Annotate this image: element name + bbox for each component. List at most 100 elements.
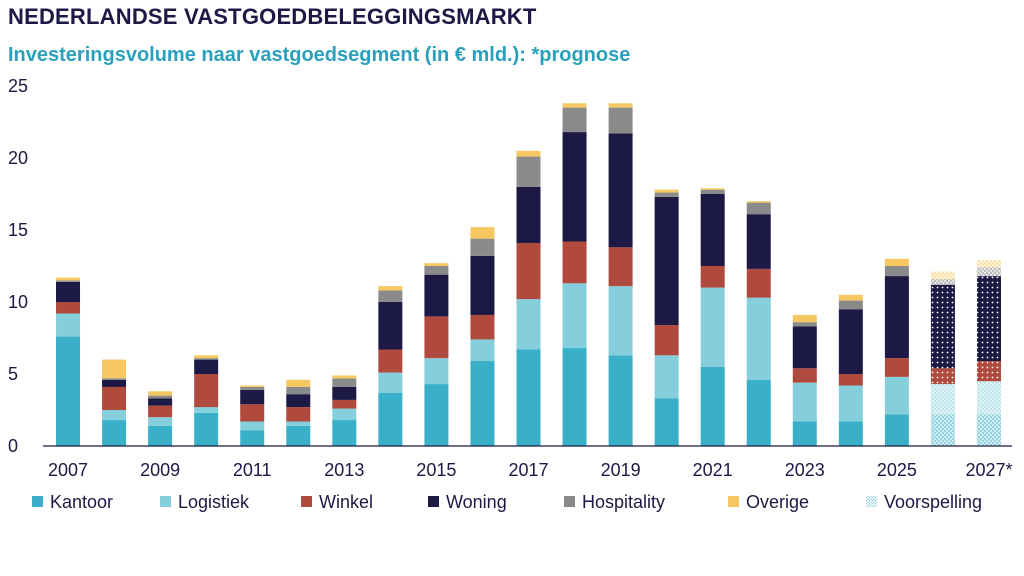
- bar-hospitality-2015: [424, 266, 449, 275]
- bar-kantoor-2025: [884, 414, 909, 446]
- x-tick-label: 2015: [416, 460, 456, 480]
- bar-woning-2021: [700, 194, 725, 266]
- bar-logistiek-2009: [148, 417, 173, 426]
- bar-hospitality-2013: [332, 378, 357, 387]
- bar-logistiek-2012: [286, 421, 311, 426]
- bar-kantoor-2018: [562, 348, 587, 446]
- bar-woning-2015: [424, 274, 449, 317]
- bar-kantoor-2012: [286, 425, 311, 446]
- bar-woning-2013: [332, 386, 357, 400]
- bar-kantoor-2014: [378, 392, 403, 446]
- bar-woning-2018: [562, 132, 587, 242]
- bar-hospitality-2016: [470, 238, 495, 256]
- bar-overige-2010: [194, 355, 219, 359]
- bar-overige-2020: [654, 189, 679, 193]
- bar-winkel-2007: [56, 302, 81, 314]
- bar-kantoor-2019: [608, 355, 633, 446]
- x-tick-label: 2009: [140, 460, 180, 480]
- x-tick-label: 2019: [601, 460, 641, 480]
- bar-overige-2022: [746, 201, 771, 203]
- bar-hospitality-2012: [286, 386, 311, 395]
- bar-winkel-2011: [240, 404, 265, 422]
- bar-overige-2007: [56, 277, 81, 281]
- legend-swatch-logistiek: [160, 496, 171, 507]
- forecast-pattern-woning-2027: [976, 276, 1001, 362]
- legend-label-logistiek: Logistiek: [178, 492, 250, 512]
- bar-winkel-2012: [286, 407, 311, 422]
- bar-woning-2009: [148, 398, 173, 406]
- x-tick-label: 2013: [324, 460, 364, 480]
- legend-swatch-woning: [428, 496, 439, 507]
- forecast-pattern-woning-2026: [930, 284, 955, 369]
- bar-hospitality-2019: [608, 107, 633, 134]
- bar-woning-2011: [240, 389, 265, 405]
- x-tick-label: 2027*: [965, 460, 1012, 480]
- y-tick-label: 0: [8, 436, 18, 456]
- bar-hospitality-2011: [240, 386, 265, 390]
- bar-logistiek-2025: [884, 376, 909, 415]
- bar-kantoor-2017: [516, 349, 541, 446]
- bar-winkel-2021: [700, 266, 725, 288]
- bar-woning-2016: [470, 255, 495, 315]
- bar-woning-2024: [838, 309, 863, 374]
- y-tick-label: 25: [8, 76, 28, 96]
- forecast-pattern-hospitality-2026: [930, 278, 955, 285]
- bar-logistiek-2015: [424, 358, 449, 385]
- bar-overige-2014: [378, 286, 403, 291]
- bar-woning-2025: [884, 276, 909, 359]
- bar-kantoor-2007: [56, 336, 81, 446]
- bar-woning-2019: [608, 133, 633, 248]
- bar-winkel-2017: [516, 242, 541, 300]
- bar-overige-2011: [240, 385, 265, 387]
- forecast-pattern-overige-2027: [976, 260, 1001, 268]
- x-tick-label: 2007: [48, 460, 88, 480]
- bar-logistiek-2010: [194, 407, 219, 413]
- forecast-pattern-overige-2026: [930, 271, 955, 279]
- bar-hospitality-2022: [746, 202, 771, 215]
- bar-winkel-2024: [838, 374, 863, 386]
- bar-logistiek-2023: [792, 382, 817, 422]
- legend-swatch-overige: [728, 496, 739, 507]
- bar-winkel-2009: [148, 405, 173, 418]
- legend-swatch-kantoor: [32, 496, 43, 507]
- bar-hospitality-2008: [102, 378, 127, 380]
- bar-overige-2012: [286, 379, 311, 387]
- bar-hospitality-2021: [700, 189, 725, 194]
- bar-logistiek-2024: [838, 385, 863, 422]
- bar-woning-2020: [654, 196, 679, 326]
- bar-hospitality-2014: [378, 290, 403, 302]
- bar-logistiek-2011: [240, 421, 265, 431]
- bar-winkel-2020: [654, 325, 679, 356]
- bar-kantoor-2013: [332, 420, 357, 446]
- bar-overige-2025: [884, 258, 909, 266]
- bar-woning-2014: [378, 302, 403, 350]
- bar-kantoor-2020: [654, 398, 679, 446]
- bar-overige-2009: [148, 391, 173, 396]
- legend-label-woning: Woning: [446, 492, 507, 512]
- legend-swatch-voorspelling: [866, 496, 877, 507]
- x-tick-label: 2025: [877, 460, 917, 480]
- bar-logistiek-2017: [516, 299, 541, 350]
- bar-hospitality-2007: [56, 280, 81, 282]
- bar-kantoor-2023: [792, 421, 817, 446]
- bar-winkel-2018: [562, 241, 587, 284]
- bar-overige-2015: [424, 263, 449, 266]
- bar-kantoor-2024: [838, 421, 863, 446]
- bar-hospitality-2009: [148, 395, 173, 399]
- forecast-pattern-kantoor-2027: [976, 414, 1001, 446]
- bar-winkel-2008: [102, 386, 127, 410]
- bar-overige-2018: [562, 103, 587, 108]
- bar-logistiek-2008: [102, 410, 127, 421]
- bar-winkel-2014: [378, 349, 403, 373]
- legend-swatch-hospitality: [564, 496, 575, 507]
- bar-logistiek-2020: [654, 355, 679, 399]
- bar-woning-2007: [56, 281, 81, 302]
- y-tick-label: 5: [8, 364, 18, 384]
- bar-woning-2023: [792, 326, 817, 369]
- bar-overige-2008: [102, 359, 127, 379]
- forecast-pattern-logistiek-2027: [976, 381, 1001, 415]
- legend-label-voorspelling: Voorspelling: [884, 492, 982, 512]
- bar-kantoor-2022: [746, 379, 771, 446]
- bar-winkel-2015: [424, 316, 449, 359]
